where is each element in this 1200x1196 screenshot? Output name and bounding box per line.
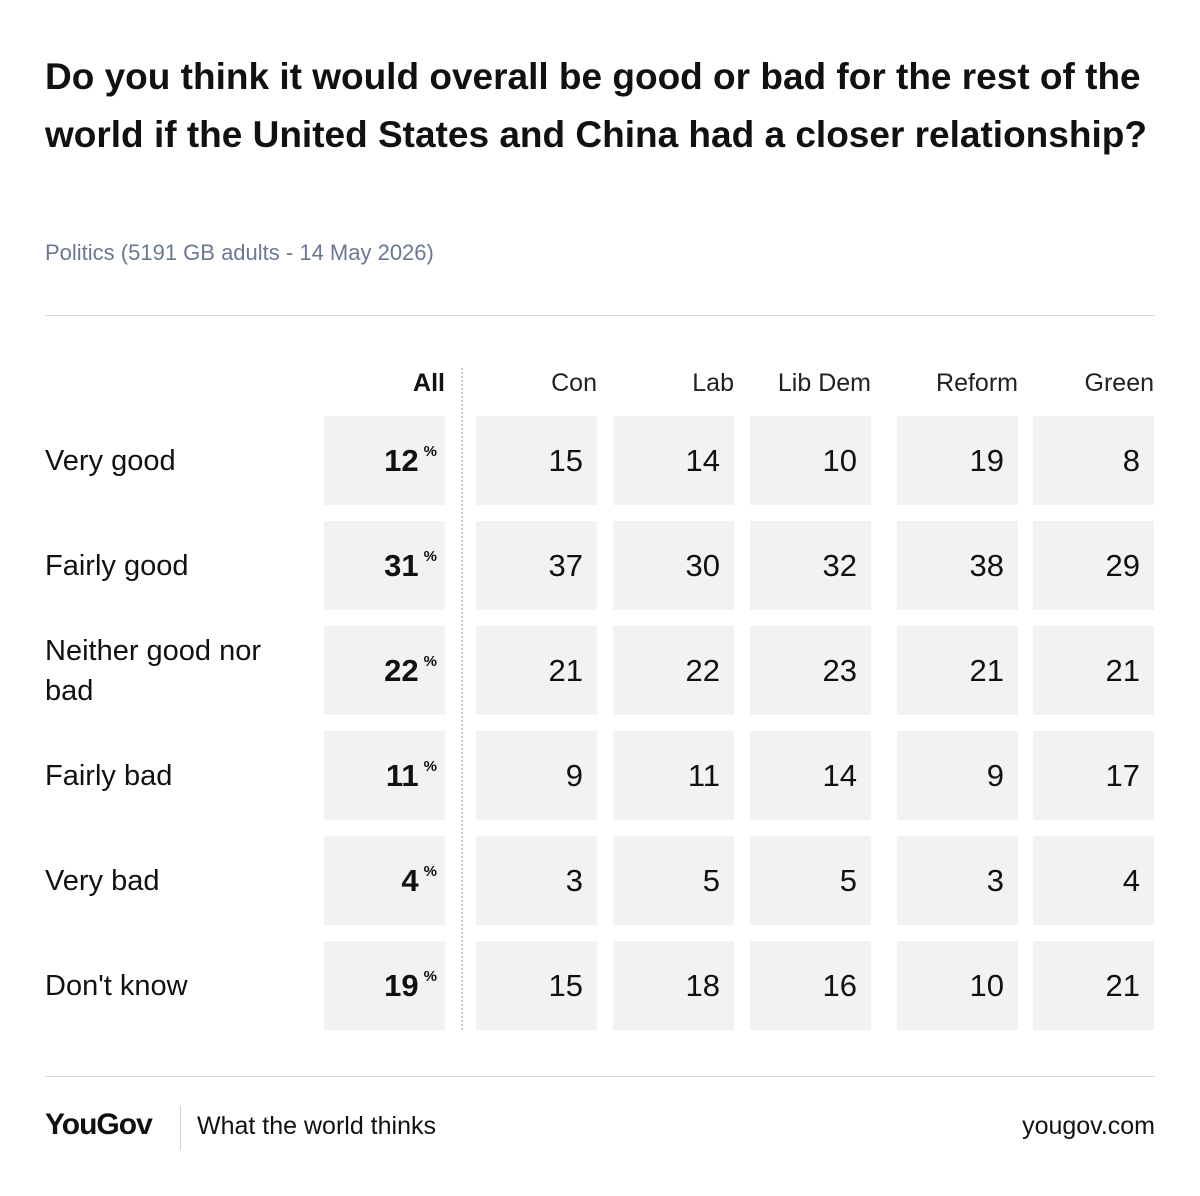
- percent-sign: %: [423, 653, 437, 670]
- cell-value: 11: [687, 757, 720, 793]
- cell-reform: 38: [897, 521, 1018, 610]
- cell-value: 31: [384, 547, 419, 583]
- cell-reform: 10: [897, 941, 1018, 1030]
- cell-value: 5: [702, 862, 720, 898]
- all-column-divider: [461, 368, 463, 1030]
- cell-all: 4%: [324, 836, 445, 925]
- cell-value: 30: [685, 547, 720, 583]
- cell-all: 12%: [324, 416, 445, 505]
- cell-con: 3: [476, 836, 597, 925]
- cell-value: 8: [1122, 442, 1140, 478]
- cell-value: 17: [1105, 757, 1140, 793]
- cell-lab: 18: [613, 941, 734, 1030]
- cell-value: 12: [384, 442, 419, 478]
- cell-value: 19: [969, 442, 1004, 478]
- cell-value: 21: [548, 652, 583, 688]
- cell-green: 8: [1033, 416, 1154, 505]
- footer-tagline: What the world thinks: [197, 1112, 436, 1140]
- cell-value: 18: [685, 967, 720, 1003]
- cell-all: 19%: [324, 941, 445, 1030]
- top-divider: [45, 315, 1155, 316]
- cell-lab: 14: [613, 416, 734, 505]
- cell-lab: 11: [613, 731, 734, 820]
- cell-green: 29: [1033, 521, 1154, 610]
- cell-lib-dem: 14: [750, 731, 871, 820]
- cell-value: 14: [822, 757, 857, 793]
- cell-value: 38: [969, 547, 1004, 583]
- cell-green: 21: [1033, 626, 1154, 715]
- cell-reform: 19: [897, 416, 1018, 505]
- cell-lib-dem: 10: [750, 416, 871, 505]
- cell-reform: 21: [897, 626, 1018, 715]
- cell-all: 22%: [324, 626, 445, 715]
- chart-title: Do you think it would overall be good or…: [45, 56, 1147, 155]
- cell-value: 22: [384, 652, 419, 688]
- cell-reform: 9: [897, 731, 1018, 820]
- percent-sign: %: [423, 968, 437, 985]
- column-header-all: All: [413, 369, 445, 397]
- bottom-divider: [45, 1076, 1155, 1077]
- cell-value: 21: [1105, 967, 1140, 1003]
- cell-lab: 30: [613, 521, 734, 610]
- cell-value: 10: [822, 442, 857, 478]
- row-label: Don't know: [45, 969, 188, 1002]
- cell-lib-dem: 32: [750, 521, 871, 610]
- cell-value: 22: [685, 652, 720, 688]
- column-header-green: Green: [1084, 369, 1154, 397]
- cell-lib-dem: 16: [750, 941, 871, 1030]
- cell-value: 9: [986, 757, 1004, 793]
- yougov-logo: YouGov: [45, 1108, 153, 1141]
- cell-value: 10: [969, 967, 1004, 1003]
- row-label: Very good: [45, 444, 176, 477]
- cell-value: 3: [565, 862, 583, 898]
- cell-green: 4: [1033, 836, 1154, 925]
- chart-subtitle: Politics (5191 GB adults - 14 May 2026): [45, 240, 434, 265]
- cell-all: 11%: [324, 731, 445, 820]
- cell-value: 16: [822, 967, 857, 1003]
- row-label: Very bad: [45, 864, 160, 897]
- row-label: Fairly bad: [45, 759, 173, 792]
- cell-value: 15: [548, 967, 583, 1003]
- column-header-con: Con: [551, 369, 597, 397]
- cell-value: 15: [548, 442, 583, 478]
- cell-lib-dem: 5: [750, 836, 871, 925]
- cell-all: 31%: [324, 521, 445, 610]
- cell-con: 9: [476, 731, 597, 820]
- cell-lib-dem: 23: [750, 626, 871, 715]
- cell-value: 32: [822, 547, 857, 583]
- cell-reform: 3: [897, 836, 1018, 925]
- cell-value: 29: [1105, 547, 1140, 583]
- cell-value: 5: [839, 862, 857, 898]
- cell-value: 3: [986, 862, 1004, 898]
- cell-value: 21: [969, 652, 1004, 688]
- cell-con: 21: [476, 626, 597, 715]
- percent-sign: %: [423, 863, 437, 880]
- row-label: Fairly good: [45, 549, 189, 582]
- cell-value: 19: [384, 967, 419, 1003]
- cell-value: 37: [548, 547, 583, 583]
- column-header-lab: Lab: [692, 369, 734, 397]
- percent-sign: %: [423, 758, 437, 775]
- column-header-reform: Reform: [936, 369, 1018, 397]
- cell-green: 17: [1033, 731, 1154, 820]
- cell-value: 4: [1122, 862, 1140, 898]
- cell-value: 21: [1105, 652, 1140, 688]
- cell-con: 37: [476, 521, 597, 610]
- cell-lab: 5: [613, 836, 734, 925]
- footer-separator: [180, 1106, 181, 1150]
- cell-con: 15: [476, 416, 597, 505]
- cell-green: 21: [1033, 941, 1154, 1030]
- cell-value: 9: [565, 757, 583, 793]
- cell-con: 15: [476, 941, 597, 1030]
- cell-value: 4: [401, 862, 419, 898]
- cell-value: 14: [685, 442, 720, 478]
- cell-value: 11: [385, 757, 419, 793]
- percent-sign: %: [423, 548, 437, 565]
- cell-lab: 22: [613, 626, 734, 715]
- column-header-lib-dem: Lib Dem: [777, 369, 871, 397]
- percent-sign: %: [423, 443, 437, 460]
- row-label: Neither good nor bad: [45, 634, 262, 707]
- footer-url[interactable]: yougov.com: [1022, 1112, 1155, 1140]
- cell-value: 23: [822, 652, 857, 688]
